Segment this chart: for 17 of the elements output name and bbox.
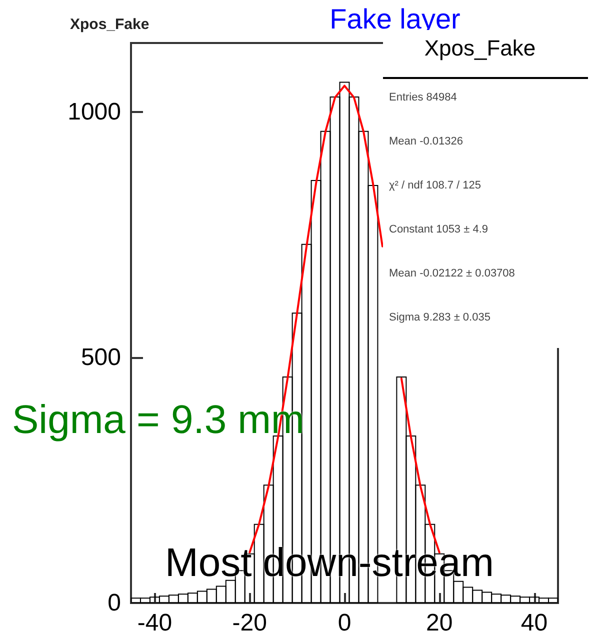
annotation: Mean -0.02122 ± 0.03708 (389, 268, 515, 280)
y-tick-label: 0 (108, 590, 121, 616)
x-tick-label: -40 (137, 610, 172, 636)
annotation: Constant 1053 ± 4.9 (389, 224, 488, 236)
x-tick-label: 20 (426, 610, 453, 636)
annotation: Sigma 9.283 ± 0.035 (389, 312, 490, 324)
x-tick-label: -20 (232, 610, 267, 636)
annotation: Xpos_Fake (424, 36, 536, 60)
annotation: Entries 84984 (389, 92, 457, 104)
chart-subtitle: Xpos_Fake (70, 16, 150, 33)
chart-title: Fake layer (330, 4, 460, 34)
annotation: χ² / ndf 108.7 / 125 (389, 180, 482, 192)
y-tick-label: 1000 (68, 98, 121, 126)
annotation: Mean -0.01326 (389, 136, 463, 148)
y-tick-label: 500 (80, 344, 121, 371)
x-tick-label: 0 (338, 610, 352, 636)
x-tick-label: 40 (520, 610, 548, 636)
